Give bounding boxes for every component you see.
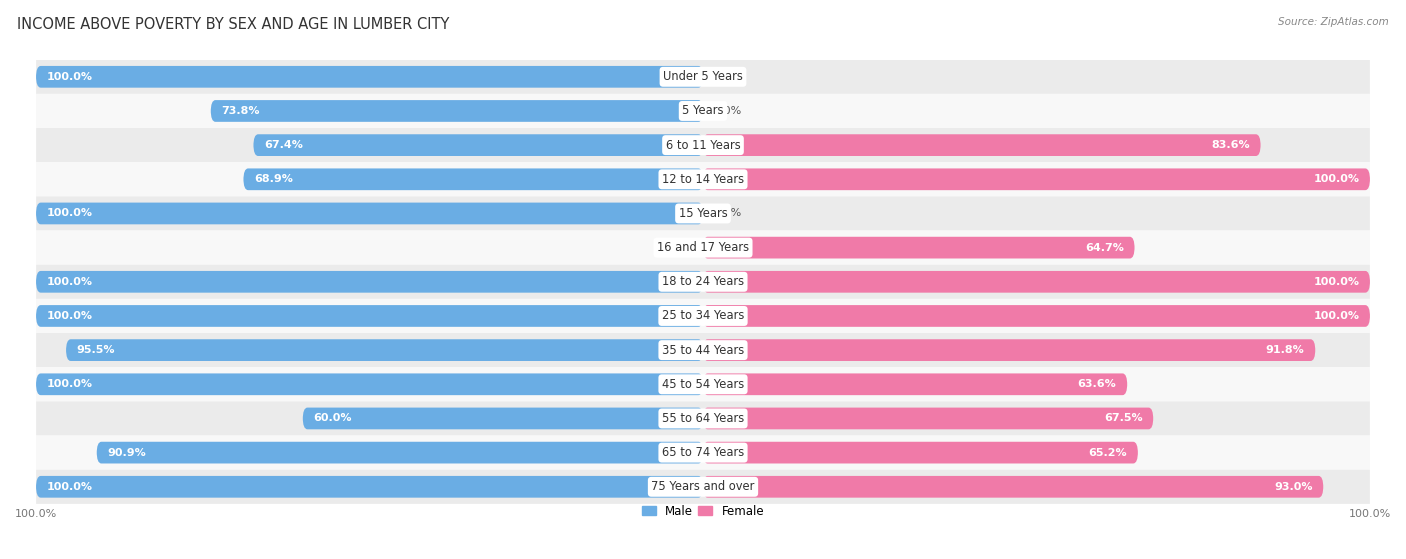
Text: 100.0%: 100.0% [1313, 311, 1360, 321]
Text: 0.0%: 0.0% [714, 72, 742, 82]
FancyBboxPatch shape [66, 339, 703, 361]
Text: 100.0%: 100.0% [46, 482, 93, 492]
FancyBboxPatch shape [243, 168, 703, 190]
Text: 6 to 11 Years: 6 to 11 Years [665, 139, 741, 151]
Text: 100.0%: 100.0% [46, 72, 93, 82]
FancyBboxPatch shape [37, 435, 1369, 470]
Text: Source: ZipAtlas.com: Source: ZipAtlas.com [1278, 17, 1389, 27]
Text: 0.0%: 0.0% [714, 209, 742, 219]
Text: 64.7%: 64.7% [1085, 243, 1123, 253]
Text: 73.8%: 73.8% [222, 106, 260, 116]
FancyBboxPatch shape [37, 94, 1369, 128]
Text: 12 to 14 Years: 12 to 14 Years [662, 173, 744, 186]
Text: 68.9%: 68.9% [254, 174, 292, 184]
FancyBboxPatch shape [703, 168, 1369, 190]
FancyBboxPatch shape [211, 100, 703, 122]
Text: 0.0%: 0.0% [664, 243, 692, 253]
FancyBboxPatch shape [703, 476, 1323, 498]
FancyBboxPatch shape [37, 470, 1369, 504]
Text: 100.0%: 100.0% [46, 380, 93, 389]
Text: 65.2%: 65.2% [1088, 448, 1128, 458]
Text: 55 to 64 Years: 55 to 64 Years [662, 412, 744, 425]
Text: 83.6%: 83.6% [1211, 140, 1250, 150]
FancyBboxPatch shape [37, 333, 1369, 367]
FancyBboxPatch shape [37, 230, 1369, 265]
Legend: Male, Female: Male, Female [637, 500, 769, 523]
FancyBboxPatch shape [37, 271, 703, 293]
Text: 100.0%: 100.0% [46, 209, 93, 219]
Text: 95.5%: 95.5% [77, 345, 115, 355]
FancyBboxPatch shape [703, 305, 1369, 327]
FancyBboxPatch shape [37, 401, 1369, 435]
FancyBboxPatch shape [37, 265, 1369, 299]
FancyBboxPatch shape [37, 66, 703, 88]
FancyBboxPatch shape [37, 299, 1369, 333]
Text: 93.0%: 93.0% [1274, 482, 1313, 492]
Text: 18 to 24 Years: 18 to 24 Years [662, 275, 744, 288]
Text: 35 to 44 Years: 35 to 44 Years [662, 344, 744, 357]
FancyBboxPatch shape [37, 476, 703, 498]
Text: 65 to 74 Years: 65 to 74 Years [662, 446, 744, 459]
Text: 63.6%: 63.6% [1078, 380, 1116, 389]
Text: 15 Years: 15 Years [679, 207, 727, 220]
Text: 5 Years: 5 Years [682, 105, 724, 117]
FancyBboxPatch shape [703, 339, 1315, 361]
Text: 100.0%: 100.0% [1313, 174, 1360, 184]
FancyBboxPatch shape [37, 196, 1369, 230]
FancyBboxPatch shape [37, 305, 703, 327]
Text: 91.8%: 91.8% [1265, 345, 1305, 355]
Text: 100.0%: 100.0% [46, 277, 93, 287]
Text: 25 to 34 Years: 25 to 34 Years [662, 310, 744, 323]
Text: 100.0%: 100.0% [1313, 277, 1360, 287]
FancyBboxPatch shape [703, 408, 1153, 429]
Text: 0.0%: 0.0% [714, 106, 742, 116]
Text: 75 Years and over: 75 Years and over [651, 480, 755, 493]
Text: 45 to 54 Years: 45 to 54 Years [662, 378, 744, 391]
FancyBboxPatch shape [302, 408, 703, 429]
FancyBboxPatch shape [37, 128, 1369, 162]
FancyBboxPatch shape [703, 373, 1128, 395]
FancyBboxPatch shape [37, 367, 1369, 401]
Text: 60.0%: 60.0% [314, 414, 352, 424]
Text: 67.5%: 67.5% [1104, 414, 1143, 424]
FancyBboxPatch shape [37, 373, 703, 395]
FancyBboxPatch shape [703, 134, 1261, 156]
Text: Under 5 Years: Under 5 Years [664, 70, 742, 83]
FancyBboxPatch shape [703, 442, 1137, 463]
Text: 100.0%: 100.0% [46, 311, 93, 321]
FancyBboxPatch shape [37, 60, 1369, 94]
FancyBboxPatch shape [703, 237, 1135, 258]
Text: INCOME ABOVE POVERTY BY SEX AND AGE IN LUMBER CITY: INCOME ABOVE POVERTY BY SEX AND AGE IN L… [17, 17, 450, 32]
Text: 90.9%: 90.9% [107, 448, 146, 458]
FancyBboxPatch shape [253, 134, 703, 156]
FancyBboxPatch shape [37, 202, 703, 224]
FancyBboxPatch shape [703, 271, 1369, 293]
FancyBboxPatch shape [37, 162, 1369, 196]
Text: 67.4%: 67.4% [264, 140, 304, 150]
Text: 16 and 17 Years: 16 and 17 Years [657, 241, 749, 254]
FancyBboxPatch shape [97, 442, 703, 463]
